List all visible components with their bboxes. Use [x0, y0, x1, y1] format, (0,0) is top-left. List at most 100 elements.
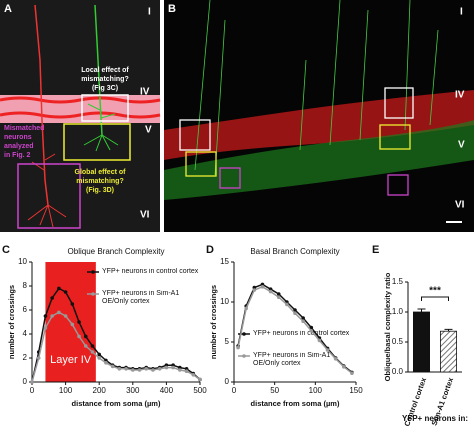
y-axis-label: Oblique/basal complexity ratio [383, 272, 392, 381]
local-box [384, 87, 414, 119]
panel-b: B I IV V VI [164, 0, 474, 232]
panel-letter: E [372, 244, 379, 256]
x-tick-label: 100 [59, 386, 73, 395]
data-point [50, 314, 54, 318]
y-tick-label: 0 [23, 377, 28, 386]
y-tick-label: 0 [225, 377, 230, 386]
data-point [97, 356, 101, 360]
data-point [63, 314, 68, 318]
bar [412, 311, 430, 373]
x-tick-label: 400 [160, 386, 174, 395]
data-point [260, 285, 265, 289]
layer-label: I [148, 7, 151, 18]
global-box [379, 124, 411, 150]
data-point [244, 306, 248, 311]
y-tick-label: 8 [23, 281, 28, 290]
local-note: Local effect of [81, 67, 129, 74]
y-tick-label: 0.5 [392, 337, 404, 346]
x-axis-label: YFP+ neurons in: [401, 414, 468, 423]
data-point [333, 357, 338, 361]
x-tick-label: 300 [126, 386, 140, 395]
x-tick-label: 50 [270, 386, 279, 395]
y-tick-label: 0.0 [392, 367, 404, 376]
data-point [97, 352, 101, 357]
legend-label-box: YFP+ neurons in Sim-A1 OE/Only cortex [102, 290, 180, 305]
y-axis-label: number of crossings [209, 285, 218, 359]
legend-label-box: YFP+ neurons in Sim-A1 OE/Only cortex [253, 352, 330, 367]
data-point [36, 356, 41, 360]
mismatch-box [17, 163, 81, 229]
layer-label: VI [455, 200, 465, 211]
data-point [117, 367, 122, 371]
layer-label: IV [455, 90, 465, 101]
data-point [110, 364, 115, 369]
mismatch-box [219, 167, 241, 189]
data-point [285, 302, 289, 307]
x-tick-label: 500 [193, 386, 207, 395]
legend-label: YFP+ neurons in control cortex [102, 268, 199, 275]
y-tick-label: 6 [23, 305, 28, 314]
panel-letter: A [4, 3, 12, 15]
band-texture [0, 111, 161, 119]
data-point [90, 344, 95, 348]
data-point [184, 369, 189, 374]
data-point [63, 290, 68, 294]
green-layer [164, 120, 474, 200]
data-point [350, 371, 354, 376]
data-point [301, 316, 305, 320]
global-note: Global effect of [75, 169, 127, 176]
data-point [309, 325, 314, 330]
bar [439, 330, 457, 373]
data-point [171, 365, 175, 370]
legend-label: YFP+ neurons in Sim-A1 OE/Only cortex [102, 290, 180, 305]
data-point [198, 377, 202, 382]
green-dendrites [194, 0, 439, 176]
legend-marker [242, 354, 246, 358]
y-tick-label: 5 [225, 337, 230, 346]
data-point [164, 365, 169, 370]
data-point [90, 350, 95, 354]
local-note: (Fig 3C) [92, 85, 118, 92]
data-point [124, 367, 128, 371]
data-point [70, 302, 75, 306]
data-point [77, 334, 81, 339]
global-note: mismatching? [76, 178, 123, 185]
legend-label-box: YFP+ neurons in control cortex [253, 330, 350, 337]
data-point [342, 365, 346, 369]
layer-label: VI [140, 210, 150, 221]
mismatch-note: in Fig. 2 [4, 152, 31, 159]
y-tick-label: 10 [18, 257, 27, 266]
data-point [77, 320, 81, 324]
y-tick-label: 1.0 [392, 307, 404, 316]
data-point [301, 319, 305, 324]
x-tick-label: 0 [30, 386, 35, 395]
data-point [70, 322, 75, 327]
data-point [57, 310, 61, 315]
x-axis-label: distance from soma (µm) [251, 399, 340, 408]
panel-a: A I IV V VI Local effect of mismatching?… [0, 0, 161, 232]
data-point [43, 314, 48, 318]
legend-label: YFP+ neurons in control cortex [253, 330, 350, 337]
x-axis-label-box: YFP+ neurons in: [401, 414, 468, 423]
y-axis-label: number of crossings [7, 285, 16, 359]
global-box [185, 151, 217, 177]
x-tick-label: 100 [309, 386, 323, 395]
data-point [157, 367, 162, 371]
y-tick-label: 2 [23, 353, 28, 362]
data-point [178, 368, 182, 372]
data-point [191, 373, 196, 377]
red-layer [164, 90, 474, 160]
legend-label-box: YFP+ neurons in control cortex [102, 268, 199, 275]
data-point [276, 295, 281, 300]
panel-letter: C [2, 244, 10, 256]
x-axis-label: distance from soma (µm) [72, 399, 161, 408]
mismatch-note: analyzed [4, 143, 34, 150]
band-texture [0, 96, 161, 104]
global-note: (Fig. 3D) [86, 187, 114, 194]
layer-label: V [145, 125, 152, 136]
panel-letter: B [168, 3, 176, 15]
data-point [252, 288, 257, 292]
global-box [63, 123, 131, 161]
